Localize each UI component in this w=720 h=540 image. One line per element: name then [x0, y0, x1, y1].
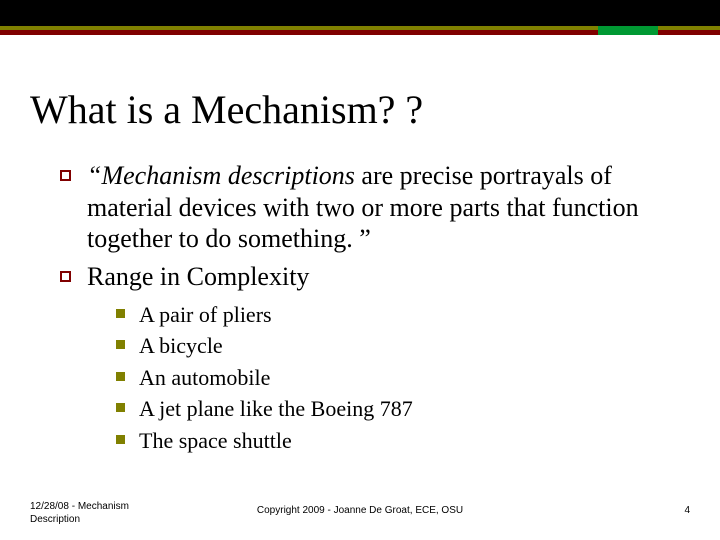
- filled-square-bullet-icon: [116, 372, 125, 381]
- top-border-bars: [0, 0, 720, 35]
- subbullet-text: A pair of pliers: [139, 301, 272, 329]
- subbullet-text: A jet plane like the Boeing 787: [139, 395, 413, 423]
- bullet-text: “Mechanism descriptions are precise port…: [87, 160, 660, 255]
- footer-center: Copyright 2009 - Joanne De Groat, ECE, O…: [0, 505, 720, 516]
- bullet-level2: A jet plane like the Boeing 787: [116, 395, 660, 423]
- subbullet-text: A bicycle: [139, 332, 223, 360]
- bullet-level2: A pair of pliers: [116, 301, 660, 329]
- bullet-level2: The space shuttle: [116, 427, 660, 455]
- bullet-text: Range in Complexity: [87, 261, 309, 293]
- slide: What is a Mechanism? ? “Mechanism descri…: [0, 0, 720, 540]
- bullet-level1: “Mechanism descriptions are precise port…: [60, 160, 660, 255]
- footer-page-number: 4: [684, 505, 690, 516]
- bullet-level2: An automobile: [116, 364, 660, 392]
- hollow-square-bullet-icon: [60, 170, 71, 181]
- bullet-level1: Range in Complexity: [60, 261, 660, 293]
- bullet-rest: Range in Complexity: [87, 262, 309, 291]
- bullet-level2: A bicycle: [116, 332, 660, 360]
- accent-green: [598, 26, 658, 35]
- filled-square-bullet-icon: [116, 340, 125, 349]
- bar-black: [0, 0, 720, 26]
- filled-square-bullet-icon: [116, 403, 125, 412]
- slide-title: What is a Mechanism? ?: [30, 86, 423, 133]
- sub-bullet-group: A pair of pliers A bicycle An automobile…: [116, 301, 660, 455]
- hollow-square-bullet-icon: [60, 271, 71, 282]
- subbullet-text: An automobile: [139, 364, 270, 392]
- subbullet-text: The space shuttle: [139, 427, 292, 455]
- bullet-italic-lead: “Mechanism descriptions: [87, 161, 355, 190]
- filled-square-bullet-icon: [116, 435, 125, 444]
- content-area: “Mechanism descriptions are precise port…: [60, 160, 660, 458]
- filled-square-bullet-icon: [116, 309, 125, 318]
